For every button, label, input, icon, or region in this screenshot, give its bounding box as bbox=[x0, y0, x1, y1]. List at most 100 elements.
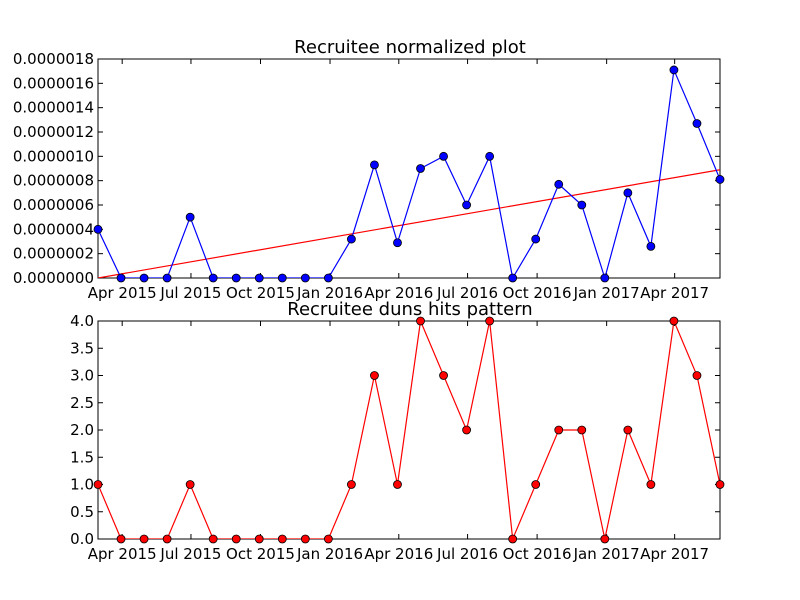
x-tick-label: Apr 2015 bbox=[88, 545, 157, 563]
data-point bbox=[462, 200, 471, 210]
x-tick-label: Apr 2017 bbox=[640, 545, 709, 563]
data-point bbox=[600, 534, 610, 544]
data-point bbox=[416, 316, 425, 326]
data-point bbox=[600, 273, 610, 283]
y-tick-label: 0.0000010 bbox=[13, 147, 94, 165]
data-point bbox=[577, 200, 587, 210]
data-point bbox=[439, 371, 448, 380]
x-tick-label: Jul 2016 bbox=[436, 284, 498, 302]
data-point bbox=[692, 119, 702, 128]
data-point bbox=[393, 480, 402, 489]
y-tick-label: 0.0000000 bbox=[13, 269, 94, 287]
data-point bbox=[531, 480, 541, 489]
data-point bbox=[162, 273, 172, 283]
data-point bbox=[531, 234, 541, 244]
y-tick-label: 2.5 bbox=[70, 394, 94, 412]
data-point bbox=[577, 425, 587, 435]
y-tick-label: 0.0 bbox=[70, 530, 94, 548]
data-point bbox=[277, 273, 287, 283]
data-point bbox=[254, 273, 264, 283]
x-tick-label: Apr 2017 bbox=[640, 284, 709, 302]
data-point bbox=[93, 224, 103, 234]
data-point bbox=[439, 151, 448, 161]
trend-line bbox=[98, 169, 720, 278]
y-tick-label: 0.0000004 bbox=[13, 220, 94, 238]
data-point bbox=[508, 273, 518, 283]
data-point bbox=[554, 425, 564, 435]
series-line bbox=[98, 321, 720, 539]
plot-frame bbox=[97, 58, 721, 279]
x-tick-label: Apr 2015 bbox=[88, 284, 157, 302]
y-tick-label: 0.0000016 bbox=[13, 74, 94, 92]
data-point bbox=[323, 534, 333, 544]
data-point bbox=[669, 65, 679, 75]
x-tick-label: Jan 2017 bbox=[573, 545, 640, 563]
data-point bbox=[116, 534, 126, 544]
x-tick-label: Jul 2015 bbox=[159, 284, 221, 302]
x-tick-label: Apr 2016 bbox=[364, 545, 433, 563]
y-tick-label: 0.0000014 bbox=[13, 99, 94, 117]
data-point bbox=[208, 273, 218, 283]
data-point bbox=[669, 316, 679, 326]
y-tick-label: 0.0000006 bbox=[13, 196, 94, 214]
data-point bbox=[715, 175, 725, 184]
x-tick-label: Oct 2015 bbox=[226, 545, 295, 563]
data-point bbox=[323, 273, 333, 283]
data-point bbox=[93, 480, 103, 489]
data-point bbox=[231, 534, 241, 544]
data-point bbox=[692, 371, 702, 380]
y-tick-label: 3.5 bbox=[70, 339, 94, 357]
data-point bbox=[393, 238, 402, 248]
x-tick-label: Jul 2015 bbox=[159, 545, 221, 563]
data-point bbox=[462, 425, 471, 435]
y-tick-label: 4.0 bbox=[70, 312, 94, 330]
data-point bbox=[485, 151, 495, 161]
y-tick-label: 0.0000012 bbox=[13, 123, 94, 141]
duns-hits-chart: Recruitee duns hits pattern 0.0 0.5 1.0 1.5… bbox=[70, 299, 725, 563]
data-point bbox=[162, 534, 172, 544]
y-tick-label: 0.5 bbox=[70, 503, 94, 521]
y-tick-label: 1.5 bbox=[70, 448, 94, 466]
y-tick-label: 0.0000018 bbox=[13, 50, 94, 68]
data-point bbox=[208, 534, 218, 544]
data-point bbox=[139, 534, 149, 544]
x-tick-label: Oct 2016 bbox=[503, 545, 572, 563]
chart-title: Recruitee duns hits pattern bbox=[287, 299, 532, 320]
data-point bbox=[139, 273, 149, 283]
y-tick-label: 1.0 bbox=[70, 476, 94, 494]
x-tick-label: Oct 2016 bbox=[503, 284, 572, 302]
data-point bbox=[116, 273, 126, 283]
data-point bbox=[231, 273, 241, 283]
x-tick-label: Oct 2015 bbox=[226, 284, 295, 302]
y-tick-label: 2.0 bbox=[70, 421, 94, 439]
data-point bbox=[646, 241, 656, 251]
data-point bbox=[623, 188, 633, 198]
chart-title: Recruitee normalized plot bbox=[294, 37, 526, 58]
data-point bbox=[416, 164, 425, 173]
data-point bbox=[277, 534, 287, 544]
data-point bbox=[646, 480, 656, 489]
x-tick-label: Apr 2016 bbox=[364, 284, 433, 302]
x-tick-label: Jan 2016 bbox=[296, 284, 363, 302]
data-point bbox=[347, 234, 356, 244]
data-point bbox=[370, 371, 379, 380]
y-tick-label: 0.0000002 bbox=[13, 245, 94, 263]
data-point bbox=[554, 179, 564, 189]
data-point bbox=[185, 480, 195, 489]
x-tick-label: Jan 2017 bbox=[573, 284, 640, 302]
plot-data bbox=[98, 67, 720, 278]
plot-data bbox=[98, 321, 720, 539]
x-tick-label: Jul 2016 bbox=[436, 545, 498, 563]
data-point bbox=[715, 480, 725, 489]
normalized-plot-chart: Recruitee normalized plot 0.0000000 0.000… bbox=[13, 37, 725, 302]
data-point bbox=[185, 212, 195, 222]
data-point bbox=[485, 316, 495, 326]
x-tick-label: Jan 2016 bbox=[296, 545, 363, 563]
y-tick-label: 3.0 bbox=[70, 367, 94, 385]
data-point bbox=[508, 534, 518, 544]
data-point bbox=[254, 534, 264, 544]
data-point bbox=[623, 425, 633, 435]
data-point bbox=[370, 160, 379, 170]
